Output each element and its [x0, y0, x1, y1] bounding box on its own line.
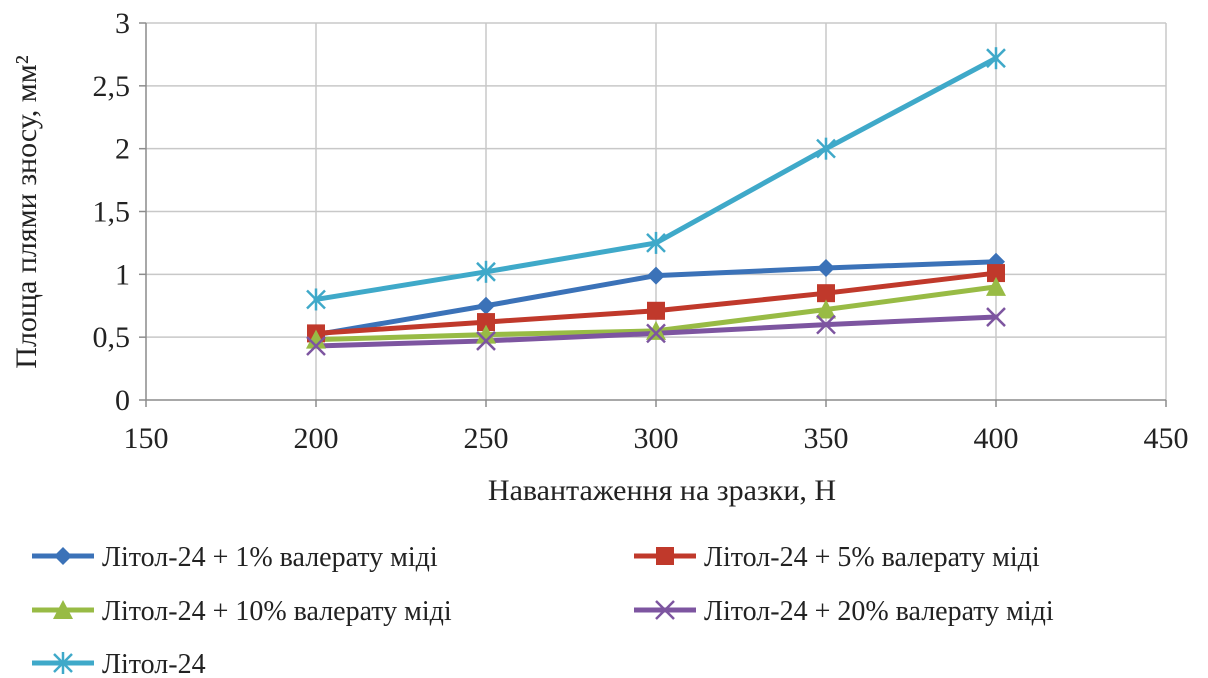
legend-item: Літол-24 [32, 649, 206, 678]
legend-label: Літол-24 + 20% валерату міді [704, 596, 1054, 627]
data-point-series-3 [476, 324, 496, 344]
x-tick-label: 450 [1144, 422, 1189, 455]
data-point-series-1 [817, 259, 835, 278]
y-tick-label: 3 [115, 7, 130, 40]
data-point-series-4 [986, 307, 1006, 327]
legend-marker [53, 652, 73, 674]
x-tick-label: 150 [124, 422, 169, 455]
data-point-series-4-stroke [306, 336, 326, 356]
legend-label: Літол-24 + 1% валерату міді [102, 542, 438, 573]
data-point-series-4 [646, 323, 666, 344]
legend-marker-stroke [655, 600, 675, 620]
x-tick-label: 300 [634, 422, 679, 455]
data-point-series-2 [647, 301, 665, 320]
y-axis-title: Площа плями зносу, мм² [10, 55, 43, 368]
data-point-series-5 [476, 260, 496, 283]
data-point-series-4-stroke [986, 307, 1006, 327]
legend-marker [53, 600, 73, 619]
x-axis-title: Навантаження на зразки, Н [488, 474, 836, 507]
y-tick-label: 0 [115, 384, 130, 417]
data-point-series-3 [816, 299, 836, 319]
legend-label: Літол-24 + 10% валерату міді [102, 596, 452, 627]
data-point-series-5 [816, 137, 836, 160]
grid [146, 22, 1167, 400]
y-tick-label: 2 [115, 133, 130, 166]
data-point-series-2 [817, 284, 835, 303]
y-tick-label: 1,5 [93, 196, 131, 229]
data-point-series-1 [647, 266, 665, 285]
legend-item: Літол-24 + 20% валерату міді [634, 596, 1054, 627]
y-tick-label: 1 [115, 258, 130, 291]
legend-item: Літол-24 + 10% валерату міді [32, 596, 452, 627]
legend-marker [655, 600, 675, 620]
data-point-series-4 [306, 336, 326, 356]
legend-marker [656, 547, 674, 565]
y-tick-label: 0,5 [93, 321, 131, 354]
data-point-series-3 [646, 320, 666, 340]
legend-label: Літол-24 [102, 649, 206, 678]
legend-item: Літол-24 + 1% валерату міді [32, 542, 438, 573]
tick-labels: 0 0,5 1 1,5 2 2,5 3 150 200 250 300 350 400 450 [93, 7, 1189, 455]
legend-marker [54, 547, 72, 565]
data-point-series-5 [986, 47, 1006, 70]
data-point-series-4-stroke [476, 331, 496, 351]
data-point-series-4-stroke [816, 314, 836, 335]
data-point-series-4 [816, 314, 836, 335]
y-tick-label: 2,5 [93, 70, 131, 103]
x-tick-label: 250 [464, 422, 509, 455]
legend-item: Літол-24 + 5% валерату міді [634, 542, 1040, 573]
data-point-series-4-stroke [646, 323, 666, 344]
x-tick-label: 400 [974, 422, 1019, 455]
data-point-series-3 [306, 329, 326, 349]
legend-label: Літол-24 + 5% валерату міді [704, 542, 1040, 573]
legend: Літол-24 + 1% валерату міді Літол-24 + 5%… [32, 542, 1054, 678]
data-point-series-5 [306, 288, 326, 311]
data-point-series-2 [987, 264, 1005, 283]
axes [139, 22, 1167, 407]
data-point-series-2 [477, 313, 495, 332]
data-point-series-5 [646, 231, 666, 254]
data-point-series-1 [477, 296, 495, 315]
x-tick-label: 200 [294, 422, 339, 455]
data-point-series-4 [476, 331, 496, 351]
x-tick-label: 350 [804, 422, 849, 455]
data-point-series-3 [986, 276, 1006, 296]
data-markers [306, 47, 1006, 356]
